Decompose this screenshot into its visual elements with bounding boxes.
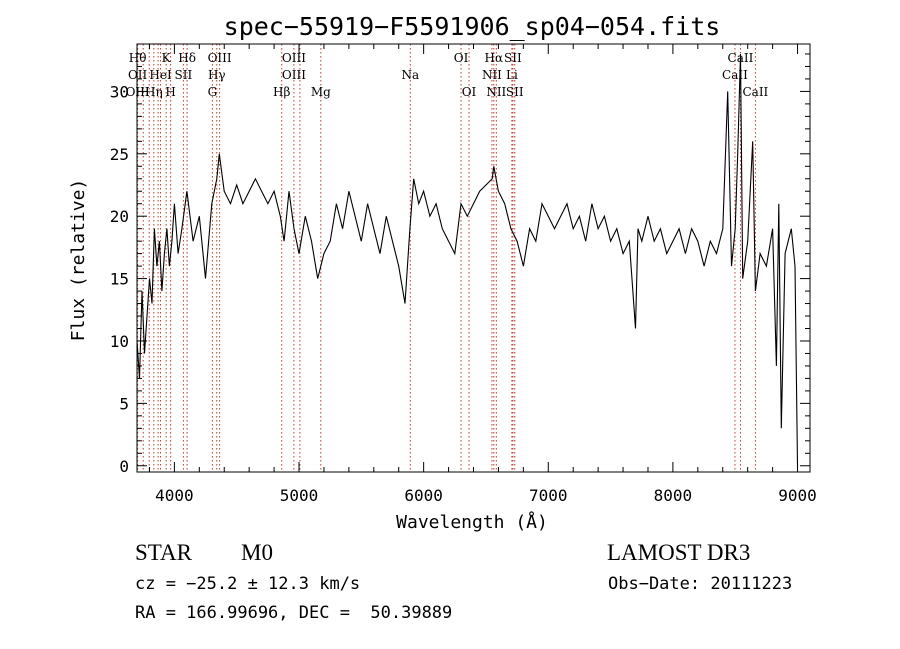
spectral-line-label: OIII bbox=[208, 51, 232, 65]
spectral-line-label: OIII bbox=[282, 68, 306, 82]
spectral-line-label: SII bbox=[506, 85, 524, 99]
spectral-line-label: OIII bbox=[126, 85, 150, 99]
spectral-line-label: OII bbox=[128, 68, 148, 82]
redshift-text: cz = −25.2 ± 12.3 km/s bbox=[135, 574, 361, 594]
chart-title: spec−55919−F5591906_sp04−054.fits bbox=[224, 12, 721, 41]
spectral-line-label: Mg bbox=[311, 85, 331, 99]
y-tick-label: 30 bbox=[110, 82, 129, 101]
spectral-line-label: SII bbox=[504, 51, 522, 65]
x-axis-label: Wavelength (Å) bbox=[396, 511, 548, 533]
spectral-line-markers bbox=[137, 44, 756, 472]
spectral-line-label: G bbox=[208, 85, 218, 99]
y-axis-ticks: 0 5 10 15 20 25 30 bbox=[110, 53, 810, 476]
y-axis-label: Flux (relative) bbox=[68, 179, 89, 342]
y-tick-label: 25 bbox=[110, 145, 129, 164]
spectral-line-label: K bbox=[162, 51, 172, 65]
survey-name: LAMOST DR3 bbox=[607, 540, 751, 565]
spectral-line-label: CaII bbox=[742, 85, 768, 99]
spectral-line-label: OI bbox=[454, 51, 469, 65]
x-axis-ticks: 4000 5000 6000 7000 8000 9000 bbox=[148, 44, 817, 505]
spectral-line-label: Hβ bbox=[273, 85, 290, 99]
spectral-line-label: Hδ bbox=[178, 51, 196, 65]
spectral-line-label: OIII bbox=[282, 51, 306, 65]
y-tick-label: 15 bbox=[110, 270, 129, 289]
spectral-line-label: Hθ bbox=[129, 51, 147, 65]
spectral-line-label: NII bbox=[482, 68, 502, 82]
spectral-line-label: CaII bbox=[722, 68, 748, 82]
x-tick-label: 5000 bbox=[280, 486, 319, 505]
spectral-line-label: HeI bbox=[149, 68, 172, 82]
y-tick-label: 5 bbox=[119, 394, 129, 413]
y-tick-label: 20 bbox=[110, 207, 129, 226]
obs-date: Obs−Date: 20111223 bbox=[608, 574, 793, 594]
spectral-line-label: SII bbox=[175, 68, 193, 82]
x-tick-label: 8000 bbox=[654, 486, 693, 505]
coordinates: RA = 166.99696, DEC = 50.39889 bbox=[135, 603, 453, 623]
spectral-line-label: Hγ bbox=[208, 68, 226, 82]
x-tick-label: 6000 bbox=[404, 486, 443, 505]
y-tick-label: 0 bbox=[119, 457, 129, 476]
spectral-line-labels: HθOIIOIIIHηHeIKHSIIHδGHγOIIIHβOIIIOIIIMg… bbox=[126, 51, 769, 99]
spectral-line-label: Hη bbox=[145, 85, 163, 99]
object-class: STAR bbox=[135, 540, 192, 565]
spectral-line-label: Hα bbox=[485, 51, 504, 65]
object-subclass: M0 bbox=[241, 540, 273, 565]
flux-series-line bbox=[136, 53, 799, 466]
spectral-line-label: H bbox=[165, 85, 175, 99]
plot-frame bbox=[136, 43, 811, 473]
spectral-line-label: NII bbox=[486, 85, 506, 99]
spectral-line-label: Li bbox=[506, 68, 518, 82]
spectral-line-label: Na bbox=[401, 68, 419, 82]
x-tick-label: 4000 bbox=[155, 486, 194, 505]
spectral-line-label: OI bbox=[462, 85, 477, 99]
y-tick-label: 10 bbox=[110, 332, 129, 351]
x-tick-label: 7000 bbox=[529, 486, 568, 505]
x-tick-label: 9000 bbox=[778, 486, 817, 505]
